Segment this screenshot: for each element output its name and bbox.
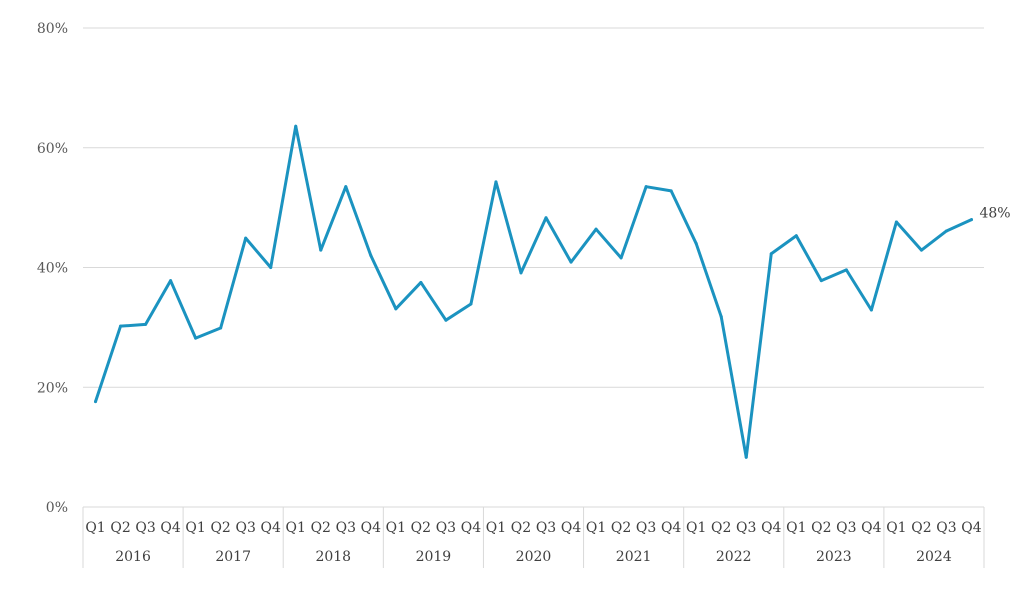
data-point — [619, 256, 623, 260]
quarter-label: Q4 — [961, 520, 981, 536]
data-point — [219, 326, 223, 330]
data-point — [744, 455, 748, 459]
y-tick-label: 80% — [37, 21, 68, 37]
quarter-label: Q3 — [135, 520, 155, 536]
y-axis-ticks: 0% 20% 40% 60% 80% — [37, 21, 68, 516]
quarter-label: Q1 — [286, 520, 306, 536]
gridlines — [83, 27, 984, 388]
quarter-label: Q2 — [911, 520, 931, 536]
data-point — [444, 318, 448, 322]
quarter-label: Q2 — [110, 520, 130, 536]
quarter-label: Q4 — [160, 520, 180, 536]
data-point — [719, 315, 723, 319]
data-point — [969, 218, 973, 222]
y-tick-label: 20% — [37, 380, 68, 396]
series-line — [94, 124, 973, 459]
data-point — [569, 260, 573, 264]
data-point — [144, 322, 148, 326]
quarter-label: Q2 — [411, 520, 431, 536]
data-point — [244, 236, 248, 240]
quarter-label: Q4 — [661, 520, 681, 536]
quarter-label: Q4 — [461, 520, 481, 536]
quarter-label: Q2 — [311, 520, 331, 536]
quarter-label: Q4 — [861, 520, 881, 536]
x-axis: 2016 Q1 Q2 Q3 Q4 2017 Q1 Q2 Q3 Q4 2018 Q1 Q2 Q3 Q4 2019… — [82, 506, 985, 568]
year-label: 2021 — [616, 549, 652, 565]
data-point — [94, 400, 98, 404]
data-point — [319, 248, 323, 252]
data-point — [169, 279, 173, 283]
data-point — [294, 124, 298, 128]
data-point — [819, 279, 823, 283]
data-point — [544, 216, 548, 220]
quarter-label: Q1 — [386, 520, 406, 536]
data-point — [694, 242, 698, 246]
quarter-label: Q4 — [261, 520, 281, 536]
quarter-label: Q4 — [361, 520, 381, 536]
y-tick-label: 60% — [37, 141, 68, 157]
data-point — [844, 268, 848, 272]
quarter-label: Q2 — [210, 520, 230, 536]
data-point — [644, 185, 648, 189]
year-label: 2024 — [916, 549, 952, 565]
data-point — [419, 280, 423, 284]
quarter-label: Q1 — [886, 520, 906, 536]
year-label: 2018 — [315, 549, 351, 565]
year-label: 2016 — [115, 549, 151, 565]
series-layer: 48% — [94, 124, 1011, 459]
quarter-label: Q3 — [336, 520, 356, 536]
year-label: 2023 — [816, 549, 852, 565]
quarter-label: Q2 — [711, 520, 731, 536]
quarter-label: Q3 — [936, 520, 956, 536]
data-point — [869, 308, 873, 312]
data-point — [894, 220, 898, 224]
end-data-label: 48% — [979, 206, 1010, 222]
quarter-label: Q4 — [561, 520, 581, 536]
year-label: 2022 — [716, 549, 752, 565]
quarter-label: Q3 — [536, 520, 556, 536]
data-point — [519, 271, 523, 275]
quarter-label: Q1 — [185, 520, 205, 536]
quarter-label: Q4 — [761, 520, 781, 536]
data-point — [494, 180, 498, 184]
data-point — [794, 234, 798, 238]
data-point — [769, 252, 773, 256]
quarter-label: Q2 — [611, 520, 631, 536]
quarter-label: Q3 — [636, 520, 656, 536]
data-point — [669, 189, 673, 193]
year-label: 2017 — [215, 549, 251, 565]
data-point — [394, 307, 398, 311]
y-tick-label: 40% — [37, 261, 68, 277]
quarter-label: Q1 — [686, 520, 706, 536]
data-point — [269, 266, 273, 269]
data-point — [469, 302, 473, 306]
quarter-label: Q3 — [235, 520, 255, 536]
quarter-label: Q2 — [811, 520, 831, 536]
quarter-label: Q2 — [511, 520, 531, 536]
quarter-label: Q3 — [736, 520, 756, 536]
data-point — [594, 227, 598, 231]
quarter-label: Q1 — [586, 520, 606, 536]
data-point — [944, 229, 948, 233]
data-point — [344, 185, 348, 189]
year-label: 2020 — [516, 549, 552, 565]
quarter-label: Q1 — [786, 520, 806, 536]
quarter-label: Q1 — [486, 520, 506, 536]
y-tick-label: 0% — [46, 500, 68, 516]
year-label: 2019 — [416, 549, 452, 565]
quarter-label: Q3 — [436, 520, 456, 536]
data-point — [919, 248, 923, 252]
data-point — [194, 336, 198, 340]
data-point — [369, 254, 373, 258]
data-point — [119, 324, 123, 328]
quarter-label: Q3 — [836, 520, 856, 536]
quarter-label: Q1 — [85, 520, 105, 536]
